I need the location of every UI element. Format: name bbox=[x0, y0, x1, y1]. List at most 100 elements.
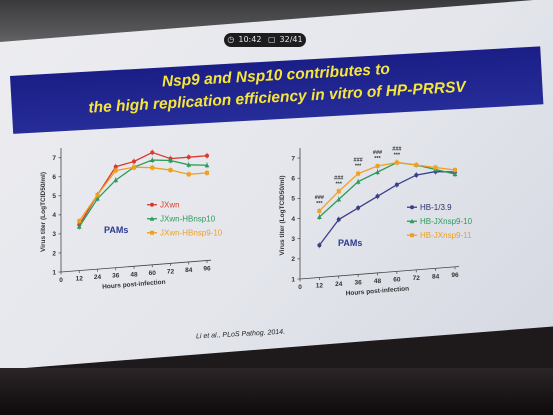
data-point bbox=[414, 173, 419, 178]
significance-label: *** bbox=[336, 181, 343, 187]
legend-marker bbox=[150, 230, 154, 235]
data-point bbox=[375, 164, 380, 169]
y-tick-label: 6 bbox=[291, 176, 295, 183]
significance-label: *** bbox=[394, 153, 401, 159]
x-tick-label: 36 bbox=[112, 273, 120, 280]
y-tick-label: 6 bbox=[52, 174, 56, 181]
y-axis-title: Virus titer (LogTCID50/ml) bbox=[40, 172, 47, 252]
significance-label: *** bbox=[374, 156, 381, 162]
y-tick-label: 4 bbox=[291, 216, 295, 223]
data-point bbox=[168, 168, 173, 173]
legend-marker bbox=[410, 233, 414, 238]
data-point bbox=[205, 153, 209, 158]
y-tick-label: 5 bbox=[291, 196, 295, 203]
x-tick-label: 36 bbox=[355, 279, 363, 286]
data-point bbox=[336, 189, 341, 194]
presentation-status: ◷ 10:42 ▢ 32/41 bbox=[224, 33, 306, 47]
series-JXwn-HBnsp9-10 bbox=[77, 164, 209, 225]
y-tick-label: 7 bbox=[291, 155, 295, 162]
data-point bbox=[113, 168, 118, 173]
series-line-3 bbox=[78, 166, 208, 222]
data-point bbox=[336, 217, 341, 222]
x-axis-title: Hours post-infection bbox=[102, 279, 166, 291]
data-point bbox=[394, 160, 399, 165]
data-point bbox=[168, 158, 173, 163]
x-axis bbox=[60, 259, 212, 273]
x-tick-label: 96 bbox=[203, 266, 211, 273]
series-line-2 bbox=[78, 159, 208, 228]
x-tick-label: 84 bbox=[185, 267, 193, 274]
panel-label: PAMs bbox=[338, 238, 362, 248]
x-tick-label: 48 bbox=[374, 278, 382, 285]
data-point bbox=[433, 165, 438, 170]
data-point bbox=[113, 164, 118, 169]
y-axis-title: Virus titer (LogTCID50/ml) bbox=[279, 175, 286, 255]
significance-label: ### bbox=[315, 195, 324, 201]
status-time: 10:42 bbox=[238, 35, 262, 44]
significance-label: ### bbox=[334, 175, 343, 181]
significance-label: ### bbox=[392, 147, 401, 153]
data-point bbox=[186, 155, 191, 160]
y-tick-label: 3 bbox=[52, 231, 56, 238]
y-tick-label: 7 bbox=[52, 155, 56, 162]
x-axis-title: Hours post-infection bbox=[345, 285, 409, 297]
x-tick-label: 12 bbox=[76, 276, 84, 283]
data-point bbox=[150, 165, 155, 170]
x-tick-label: 60 bbox=[149, 270, 157, 277]
y-tick-label: 4 bbox=[52, 212, 56, 219]
data-point bbox=[316, 214, 322, 219]
data-point bbox=[76, 224, 82, 229]
series-HB-JXnsp9-11 bbox=[317, 159, 457, 214]
data-point bbox=[95, 192, 100, 197]
status-page: 32/41 bbox=[279, 35, 303, 44]
data-point bbox=[453, 168, 457, 173]
data-point bbox=[356, 205, 361, 210]
data-point bbox=[317, 243, 322, 248]
data-point bbox=[375, 194, 380, 199]
y-tick-label: 2 bbox=[52, 250, 56, 257]
x-tick-label: 12 bbox=[316, 282, 324, 289]
series-HB-1/3.9 bbox=[317, 168, 457, 249]
stage-foreground bbox=[0, 368, 553, 415]
x-tick-label: 48 bbox=[130, 271, 138, 278]
legend-marker bbox=[409, 218, 415, 224]
y-tick-label: 2 bbox=[291, 256, 295, 263]
series-JXwn-HBnsp10 bbox=[76, 157, 210, 230]
data-point bbox=[150, 150, 155, 155]
legend-label: HB-JXnsp9-10 bbox=[420, 217, 473, 226]
legend-marker bbox=[150, 202, 154, 207]
y-tick-label: 3 bbox=[291, 236, 295, 243]
x-tick-label: 96 bbox=[451, 272, 459, 279]
data-point bbox=[186, 172, 191, 177]
data-point bbox=[149, 157, 155, 163]
data-point bbox=[204, 162, 210, 168]
x-tick-label: 0 bbox=[298, 284, 302, 291]
panel-label: PAMs bbox=[104, 225, 128, 235]
data-point bbox=[317, 208, 322, 213]
data-point bbox=[77, 219, 82, 224]
x-tick-label: 0 bbox=[59, 277, 63, 284]
legend-label: HB-JXnsp9-11 bbox=[420, 231, 472, 240]
series-line-3 bbox=[318, 161, 456, 212]
slides-icon: ▢ bbox=[267, 35, 276, 44]
data-point bbox=[132, 159, 136, 164]
y-tick-label: 1 bbox=[291, 276, 295, 283]
series-line-2 bbox=[318, 161, 456, 218]
series-line-1 bbox=[318, 170, 456, 246]
legend-label: JXwn bbox=[160, 201, 180, 210]
clock-icon: ◷ bbox=[227, 35, 235, 44]
x-tick-label: 24 bbox=[335, 281, 343, 288]
data-point bbox=[356, 171, 361, 176]
x-tick-label: 60 bbox=[393, 276, 401, 283]
data-point bbox=[414, 163, 419, 168]
data-point bbox=[113, 177, 119, 183]
legend-marker bbox=[149, 216, 155, 221]
significance-label: ### bbox=[354, 158, 363, 164]
data-point bbox=[95, 196, 100, 201]
x-axis bbox=[299, 266, 460, 280]
data-point bbox=[336, 196, 342, 202]
data-point bbox=[355, 179, 361, 184]
significance-label: ### bbox=[373, 150, 382, 156]
